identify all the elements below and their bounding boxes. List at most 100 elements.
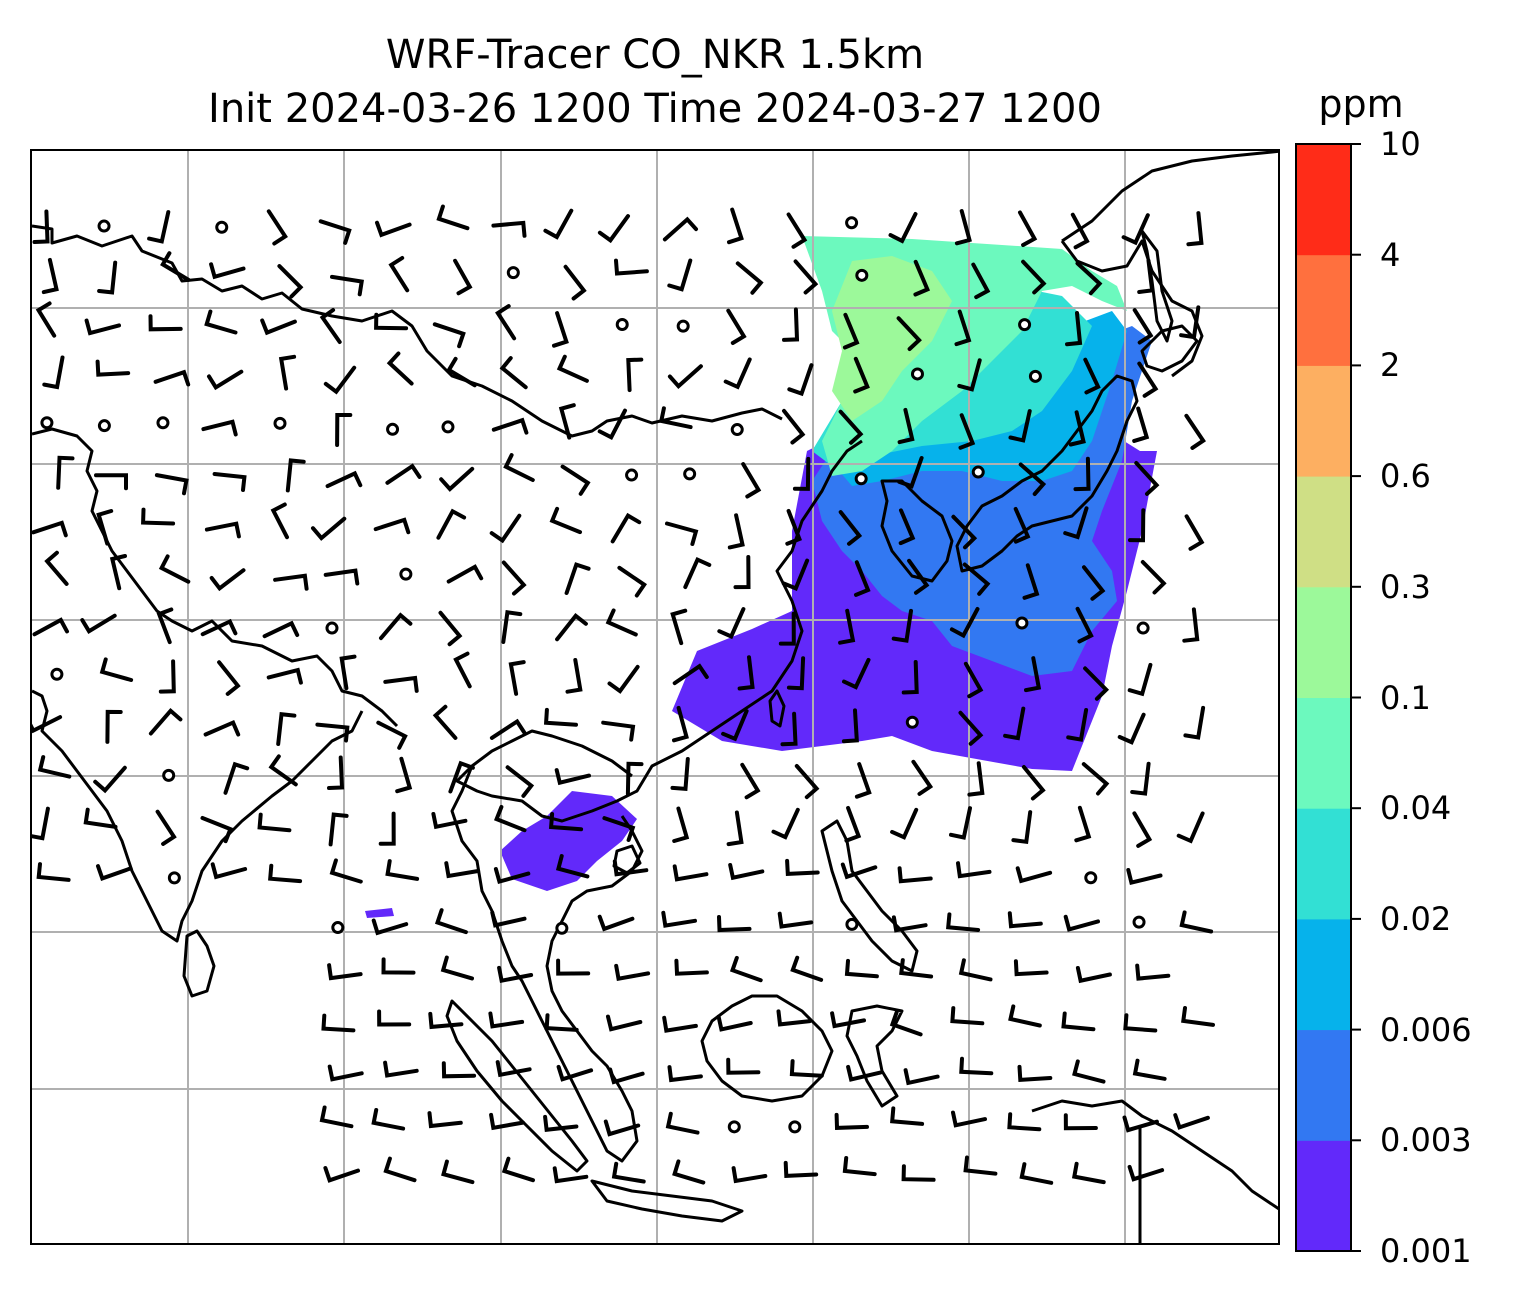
wind-barb	[954, 209, 972, 246]
wind-barb	[379, 612, 413, 641]
wind-barb	[841, 708, 859, 744]
colorbar-block	[1296, 365, 1351, 477]
wind-barb	[611, 1161, 646, 1184]
wind-barb	[210, 862, 248, 880]
wind-barb	[158, 554, 191, 584]
calm-circle	[727, 1120, 741, 1134]
wind-barb	[1132, 1058, 1167, 1081]
calm-circle	[905, 715, 919, 729]
wind-barb	[606, 1014, 643, 1032]
tracer-area-patch-south	[500, 791, 637, 891]
wind-barb	[889, 1010, 923, 1037]
wind-barb	[1137, 361, 1159, 398]
colorbar-tick-label: 4	[1380, 235, 1401, 274]
wind-barb	[951, 1110, 987, 1128]
wind-barb	[543, 707, 578, 727]
wind-barb	[1127, 662, 1153, 697]
wind-barb	[207, 369, 244, 391]
wind-barb	[899, 958, 934, 979]
wind-barb	[209, 262, 246, 280]
gridlines	[32, 151, 1278, 1243]
wind-barb	[793, 259, 819, 295]
calm-circle	[1028, 369, 1042, 383]
wind-barb	[1126, 868, 1163, 886]
wind-barb	[439, 466, 475, 492]
wind-barb	[897, 866, 933, 884]
wind-barb	[489, 513, 522, 544]
wind-barb	[453, 651, 472, 689]
wind-barb	[147, 210, 171, 244]
wind-barb	[597, 408, 627, 440]
wind-barb	[381, 957, 416, 975]
wind-barb	[499, 356, 528, 390]
coastline-hokkaido	[1140, 324, 1199, 373]
calm-circle	[441, 420, 455, 434]
wind-barb	[257, 812, 292, 833]
calm-circle	[854, 472, 868, 486]
colorbar-block	[1296, 918, 1351, 1031]
wind-barb	[212, 472, 247, 492]
wind-barb	[1176, 811, 1205, 844]
coastline-asia-north	[32, 224, 783, 438]
wind-barb	[217, 660, 241, 696]
wind-barb	[723, 357, 752, 390]
wind-barb	[555, 612, 588, 642]
wind-barb	[209, 568, 246, 592]
wind-barb	[543, 1114, 579, 1133]
calm-circles	[40, 216, 1150, 1134]
calm-circle	[386, 422, 400, 436]
wind-barb	[1173, 1113, 1210, 1130]
wind-barb	[109, 554, 127, 591]
calm-circle	[325, 621, 339, 635]
wind-barb	[771, 807, 800, 840]
wind-barb	[1075, 606, 1094, 644]
calm-circle	[1015, 616, 1029, 630]
wind-barb	[35, 301, 57, 338]
wind-barb	[377, 1009, 412, 1027]
tracer-field	[365, 236, 1157, 918]
wind-barb	[1179, 305, 1201, 340]
wind-barb	[262, 620, 300, 639]
wind-barb	[1121, 213, 1150, 246]
wind-barb	[971, 262, 991, 300]
wind-barb	[1181, 1006, 1215, 1027]
wind-barb	[505, 765, 535, 798]
wind-barb	[726, 810, 744, 847]
wind-barb	[776, 1009, 812, 1027]
wind-barb	[490, 910, 527, 928]
wind-barb	[1184, 514, 1205, 551]
wind-barb	[842, 1156, 877, 1177]
wind-barb	[958, 413, 976, 450]
wind-barbs	[32, 204, 1215, 1185]
wind-barb	[448, 760, 475, 794]
wind-barb	[683, 556, 712, 589]
wind-barb	[266, 667, 303, 685]
wind-barb	[383, 675, 419, 693]
wind-barb	[838, 510, 863, 546]
wind-barb	[670, 757, 690, 792]
wind-barb	[1072, 1059, 1106, 1084]
calm-circle	[971, 465, 985, 479]
wind-barb	[840, 862, 878, 880]
calm-circle	[331, 921, 345, 935]
wind-barb	[838, 409, 864, 445]
wind-barb	[672, 663, 709, 686]
wind-barb	[777, 911, 814, 929]
wind-barb	[897, 407, 915, 445]
wind-barb	[617, 565, 647, 598]
wind-barb	[327, 1064, 364, 1082]
coastline-india	[32, 689, 364, 943]
coastline-china-east	[455, 439, 863, 823]
wind-barb	[556, 354, 589, 383]
wind-barb	[794, 764, 820, 800]
colorbar-block	[1296, 144, 1351, 256]
wind-barb	[667, 364, 703, 390]
wind-barb	[319, 1105, 354, 1129]
wind-barb	[376, 720, 408, 750]
wind-barb	[954, 309, 972, 347]
calm-circle	[1018, 318, 1032, 332]
wind-barb	[223, 761, 250, 795]
wind-barb	[1008, 1004, 1042, 1028]
wind-barb	[1127, 1164, 1165, 1182]
wind-barb	[913, 259, 931, 297]
